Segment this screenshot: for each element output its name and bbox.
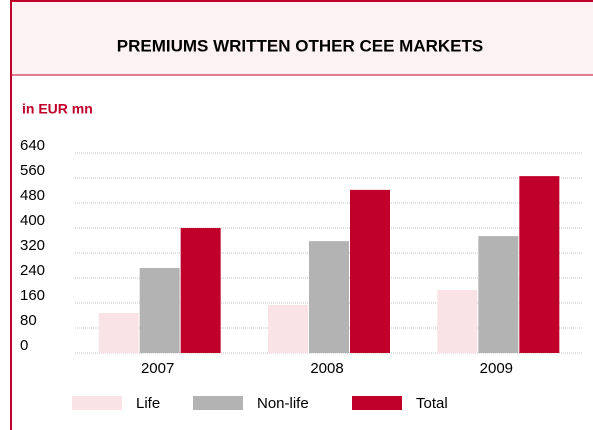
y-tick-label: 80 xyxy=(20,312,37,329)
chart-subtitle: in EUR mn xyxy=(22,101,93,117)
y-tick-label: 0 xyxy=(20,337,28,354)
y-tick-label: 320 xyxy=(20,237,45,254)
x-tick-label: 2009 xyxy=(480,360,513,377)
legend-label: Life xyxy=(136,395,160,412)
y-tick-label: 480 xyxy=(20,187,45,204)
legend-swatch xyxy=(352,396,402,410)
y-tick-label: 560 xyxy=(20,162,45,179)
y-tick-label: 160 xyxy=(20,287,45,304)
y-tick-label: 400 xyxy=(20,212,45,229)
x-tick-label: 2008 xyxy=(310,360,343,377)
bar xyxy=(309,241,349,353)
bar xyxy=(139,268,180,353)
title-panel xyxy=(10,0,593,75)
bar xyxy=(478,236,519,353)
legend-label: Non-life xyxy=(257,395,309,412)
chart-title: PREMIUMS WRITTEN OTHER CEE MARKETS xyxy=(117,36,483,55)
bar xyxy=(519,176,560,353)
bar xyxy=(437,289,478,353)
legend-swatch xyxy=(193,396,243,410)
legend-label: Total xyxy=(416,395,448,412)
bar xyxy=(268,304,308,353)
x-tick-label: 2007 xyxy=(141,360,174,377)
bar xyxy=(98,313,139,353)
legend-swatch xyxy=(72,396,122,410)
bar xyxy=(350,189,390,353)
y-tick-label: 640 xyxy=(20,137,45,154)
bar xyxy=(180,228,221,353)
y-tick-label: 240 xyxy=(20,262,45,279)
